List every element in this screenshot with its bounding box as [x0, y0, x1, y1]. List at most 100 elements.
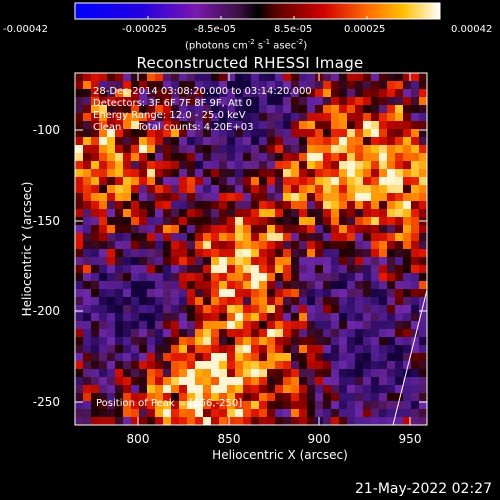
image-pixel: [235, 409, 243, 417]
image-pixel: [203, 225, 211, 233]
image-pixel: [107, 273, 115, 281]
image-pixel: [259, 113, 267, 121]
image-pixel: [91, 73, 99, 81]
image-pixel: [331, 281, 339, 289]
image-pixel: [171, 289, 179, 297]
image-pixel: [123, 217, 131, 225]
image-pixel: [259, 409, 267, 417]
image-pixel: [139, 241, 147, 249]
image-pixel: [363, 265, 371, 273]
image-pixel: [115, 281, 123, 289]
image-pixel: [275, 305, 283, 313]
image-pixel: [411, 337, 419, 345]
image-pixel: [187, 209, 195, 217]
image-pixel: [235, 145, 243, 153]
image-pixel: [339, 193, 347, 201]
image-pixel: [179, 217, 187, 225]
image-pixel: [307, 329, 315, 337]
image-pixel: [267, 209, 275, 217]
image-pixel: [355, 97, 363, 105]
image-pixel: [171, 249, 179, 257]
plot-title: Reconstructed RHESSI Image: [136, 54, 364, 72]
image-pixel: [147, 369, 155, 377]
image-pixel: [155, 209, 163, 217]
image-pixel: [323, 209, 331, 217]
image-pixel: [331, 321, 339, 329]
image-pixel: [99, 193, 107, 201]
image-pixel: [299, 209, 307, 217]
image-pixel: [187, 337, 195, 345]
image-pixel: [139, 345, 147, 353]
image-pixel: [403, 73, 411, 81]
image-pixel: [387, 353, 395, 361]
image-pixel: [171, 345, 179, 353]
image-pixel: [315, 305, 323, 313]
image-pixel: [139, 417, 147, 425]
image-pixel: [379, 105, 387, 113]
image-pixel: [243, 73, 251, 81]
image-pixel: [395, 297, 403, 305]
image-pixel: [339, 257, 347, 265]
image-pixel: [379, 385, 387, 393]
image-pixel: [283, 209, 291, 217]
image-pixel: [267, 305, 275, 313]
image-pixel: [235, 177, 243, 185]
image-pixel: [379, 161, 387, 169]
image-pixel: [83, 417, 91, 425]
image-pixel: [107, 209, 115, 217]
image-pixel: [75, 209, 83, 217]
image-pixel: [419, 73, 427, 81]
image-pixel: [355, 81, 363, 89]
image-pixel: [323, 249, 331, 257]
image-pixel: [403, 369, 411, 377]
image-pixel: [323, 129, 331, 137]
image-pixel: [275, 361, 283, 369]
image-pixel: [299, 361, 307, 369]
image-pixel: [339, 337, 347, 345]
image-pixel: [339, 233, 347, 241]
image-pixel: [411, 289, 419, 297]
image-pixel: [219, 233, 227, 241]
image-pixel: [299, 265, 307, 273]
image-pixel: [411, 113, 419, 121]
image-pixel: [147, 265, 155, 273]
image-pixel: [211, 409, 219, 417]
image-pixel: [187, 289, 195, 297]
image-pixel: [131, 297, 139, 305]
x-tick-label: 850: [217, 432, 241, 446]
image-pixel: [299, 369, 307, 377]
image-pixel: [355, 401, 363, 409]
image-pixel: [315, 89, 323, 97]
image-pixel: [155, 321, 163, 329]
image-pixel: [315, 209, 323, 217]
image-pixel: [411, 209, 419, 217]
image-pixel: [291, 225, 299, 233]
image-pixel: [419, 409, 427, 417]
image-pixel: [243, 169, 251, 177]
image-pixel: [91, 257, 99, 265]
image-pixel: [331, 193, 339, 201]
image-pixel: [371, 81, 379, 89]
image-pixel: [99, 345, 107, 353]
image-pixel: [363, 313, 371, 321]
image-pixel: [283, 217, 291, 225]
image-pixel: [179, 409, 187, 417]
image-pixel: [187, 177, 195, 185]
image-pixel: [123, 417, 131, 425]
image-pixel: [163, 193, 171, 201]
image-pixel: [227, 241, 235, 249]
image-pixel: [403, 177, 411, 185]
image-pixel: [155, 145, 163, 153]
image-pixel: [395, 217, 403, 225]
image-pixel: [299, 177, 307, 185]
image-pixel: [219, 281, 227, 289]
image-pixel: [115, 377, 123, 385]
image-pixel: [267, 137, 275, 145]
image-pixel: [315, 97, 323, 105]
image-pixel: [171, 241, 179, 249]
image-pixel: [147, 73, 155, 81]
image-pixel: [235, 257, 243, 265]
image-pixel: [115, 289, 123, 297]
image-pixel: [155, 249, 163, 257]
x-tick-label: 800: [126, 432, 150, 446]
